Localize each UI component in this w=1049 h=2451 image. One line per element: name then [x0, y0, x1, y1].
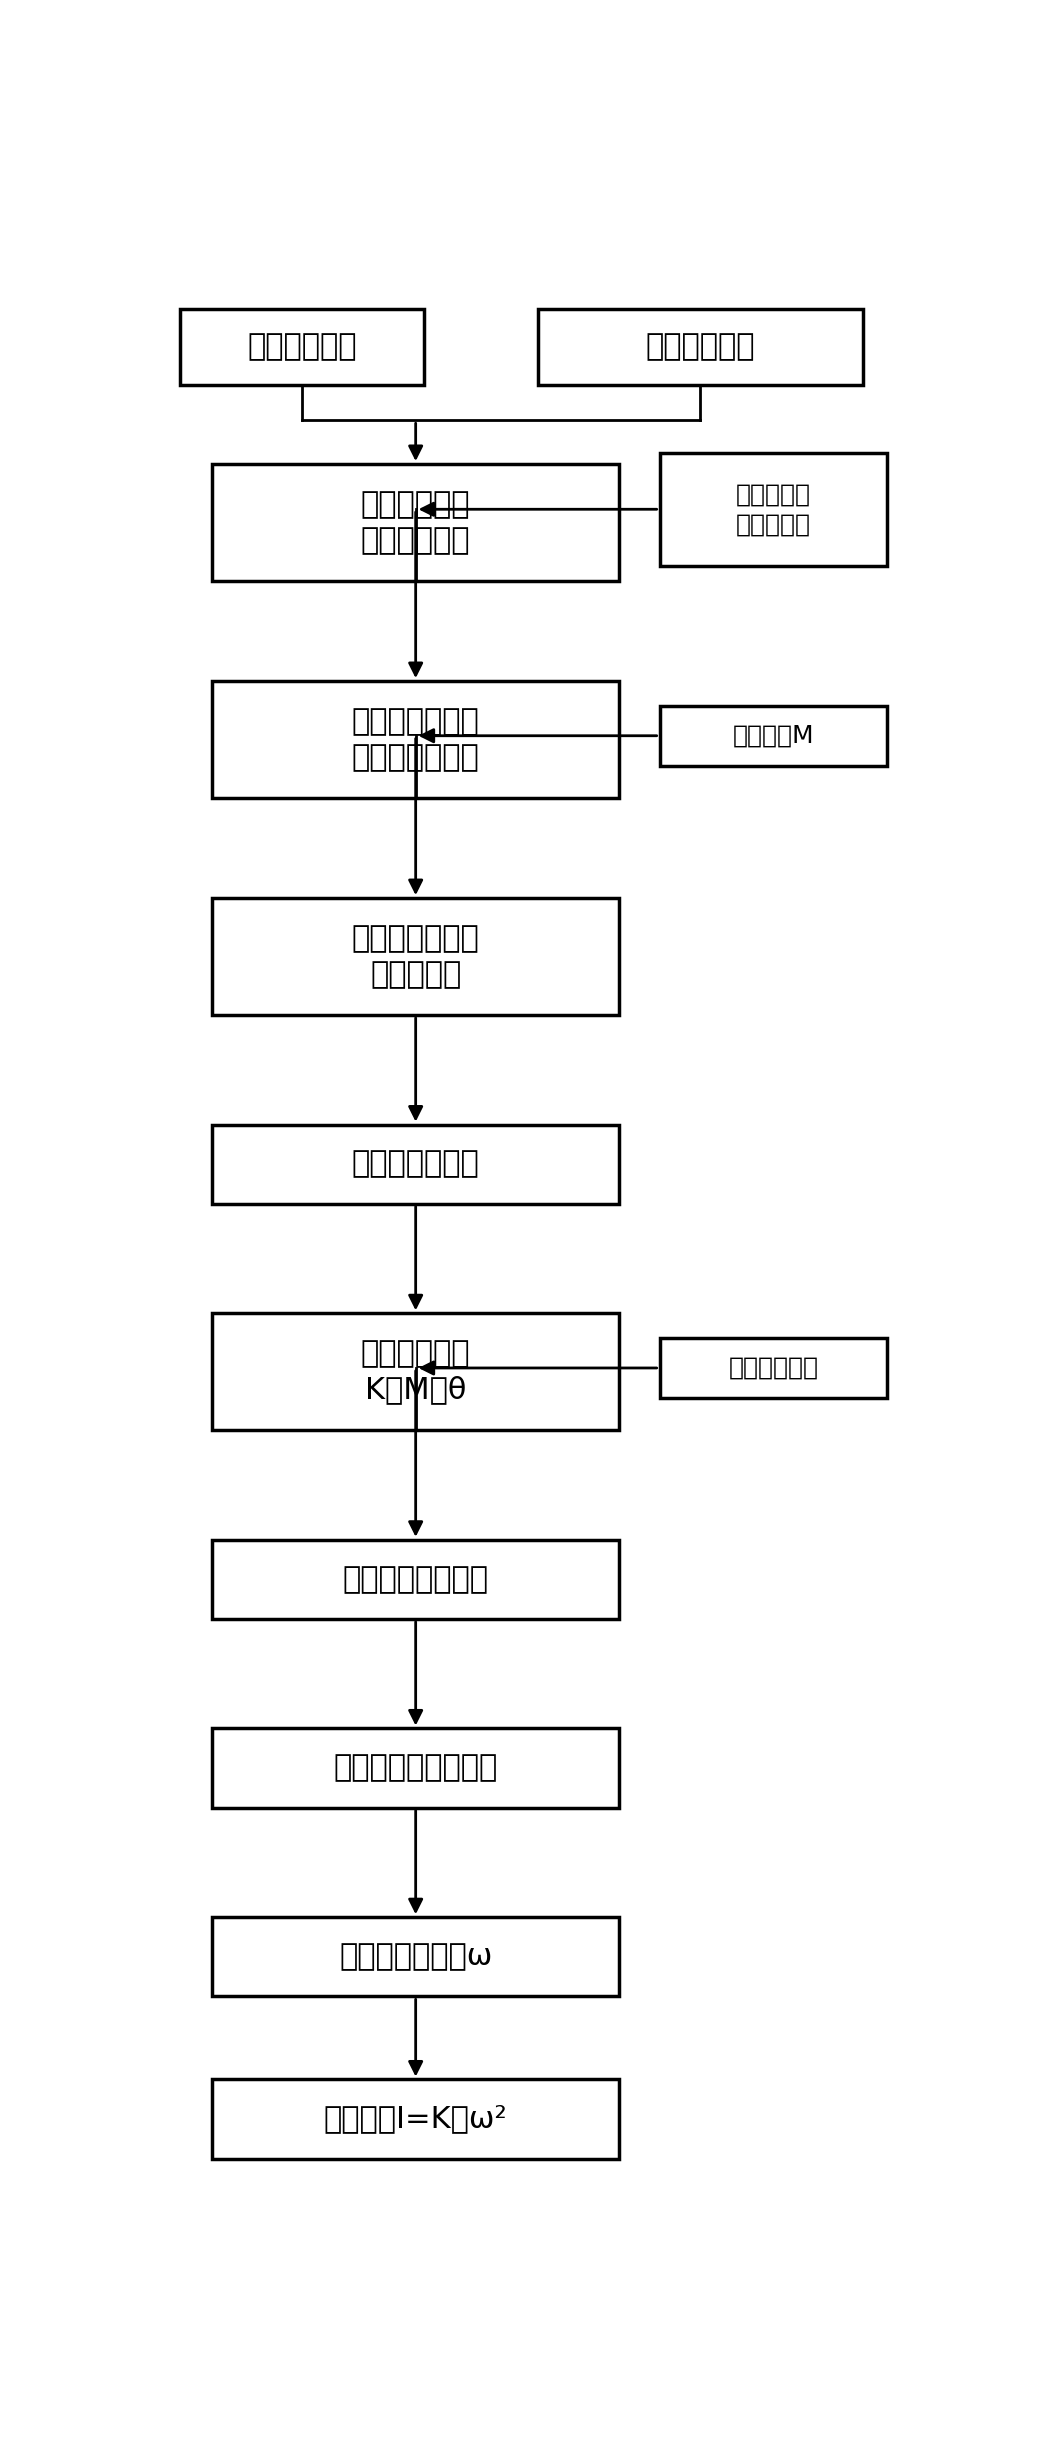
Text: 去除加载装置: 去除加载装置 [728, 1355, 818, 1380]
Text: 弹性系统刚度
K＝M／θ: 弹性系统刚度 K＝M／θ [361, 1338, 470, 1404]
FancyBboxPatch shape [660, 453, 887, 566]
FancyBboxPatch shape [660, 706, 887, 765]
FancyBboxPatch shape [212, 1539, 619, 1620]
Text: 标识点在体轴系
中坐标变化: 标识点在体轴系 中坐标变化 [351, 924, 479, 990]
Text: 体轴系与视觉坐
标系间转换矩阵: 体轴系与视觉坐 标系间转换矩阵 [351, 706, 479, 772]
FancyBboxPatch shape [212, 897, 619, 1015]
Text: 弹性梁变形角度: 弹性梁变形角度 [351, 1150, 479, 1179]
FancyBboxPatch shape [180, 309, 424, 385]
FancyBboxPatch shape [212, 463, 619, 581]
Text: 加载砝码M: 加载砝码M [732, 723, 814, 748]
Text: 标识点在视觉
坐标系中坐标: 标识点在视觉 坐标系中坐标 [361, 490, 470, 554]
Text: 激励系统自由振动: 激励系统自由振动 [343, 1564, 489, 1593]
Text: 模型振动圆频率ω: 模型振动圆频率ω [339, 1941, 492, 1971]
FancyBboxPatch shape [212, 681, 619, 799]
FancyBboxPatch shape [537, 309, 862, 385]
Text: 转动惯量I=K／ω²: 转动惯量I=K／ω² [324, 2105, 508, 2135]
Text: 三目视觉系统: 三目视觉系统 [645, 333, 755, 360]
FancyBboxPatch shape [212, 1314, 619, 1431]
FancyBboxPatch shape [212, 2078, 619, 2159]
Text: 控制响应系统: 控制响应系统 [248, 333, 357, 360]
Text: 标识点在体
轴系中坐标: 标识点在体 轴系中坐标 [736, 483, 811, 537]
FancyBboxPatch shape [212, 1917, 619, 1998]
FancyBboxPatch shape [212, 1728, 619, 1809]
FancyBboxPatch shape [660, 1338, 887, 1397]
FancyBboxPatch shape [212, 1125, 619, 1203]
Text: 实时计算模型角位移: 实时计算模型角位移 [334, 1752, 498, 1782]
